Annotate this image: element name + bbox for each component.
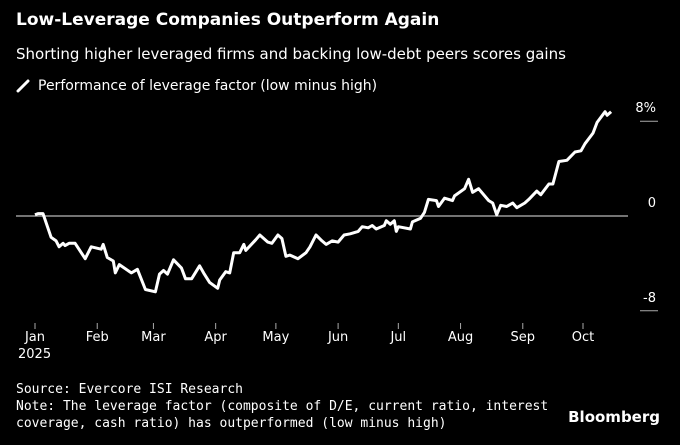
source: Source: Evercore ISI Research	[16, 382, 243, 397]
series-line	[34, 110, 613, 294]
x-tick-label: Sep	[511, 330, 536, 345]
y-tick-label: 0	[648, 196, 656, 211]
note-line: coverage, cash ratio) has outperformed (…	[16, 416, 447, 431]
x-tick-label: May	[262, 330, 289, 345]
x-tick-label: Jul	[389, 330, 406, 345]
x-tick-sublabel: 2025	[18, 347, 51, 362]
x-tick-label: Jun	[327, 330, 348, 345]
chart-title: Low-Leverage Companies Outperform Again	[16, 10, 440, 30]
x-tick-label: Mar	[141, 330, 166, 345]
y-tick-label: -8	[643, 291, 656, 306]
bloomberg-logo: Bloomberg	[568, 408, 660, 426]
legend-line-icon	[16, 79, 30, 93]
line-chart: 8% 0 -8 Jan 2025 Feb Mar Apr May Jun Jul Aug Sep Oct	[16, 101, 658, 362]
legend-label: Performance of leverage factor (low minu…	[38, 78, 378, 94]
x-tick-label: Feb	[86, 330, 109, 345]
x-tick-label: Apr	[204, 330, 227, 345]
note-line: Note: The leverage factor (composite of …	[16, 399, 549, 414]
x-tick-label: Aug	[448, 330, 473, 345]
footnote: Source: Evercore ISI Research Note: The …	[16, 381, 548, 432]
x-tick-label: Jan	[24, 330, 45, 345]
y-tick-label: 8%	[635, 101, 656, 116]
legend: Performance of leverage factor (low minu…	[16, 78, 377, 94]
chart-subtitle: Shorting higher leveraged firms and back…	[16, 45, 566, 63]
x-tick-label: Oct	[572, 330, 594, 345]
